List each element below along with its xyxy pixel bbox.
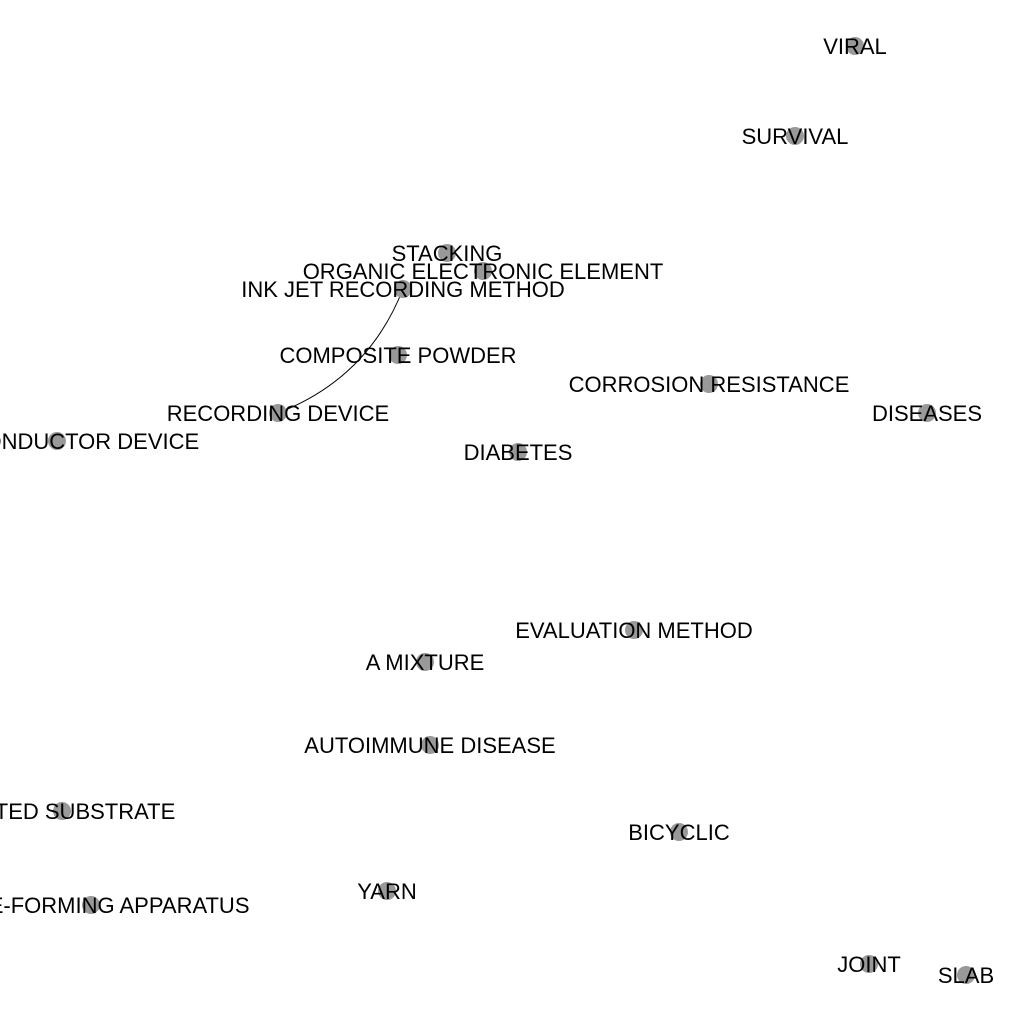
node-label-image-forming-apparatus: IMAGE-FORMING APPARATUS — [0, 893, 250, 918]
node-label-joint: JOINT — [837, 952, 901, 977]
node-label-viral: VIRAL — [823, 34, 887, 59]
node-label-ink-jet-recording-method: INK JET RECORDING METHOD — [241, 277, 565, 302]
labels-layer: VIRALSURVIVALSTACKINGORGANIC ELECTRONIC … — [0, 34, 994, 988]
nodes-layer — [48, 37, 975, 984]
node-label-autoimmune-disease: AUTOIMMUNE DISEASE — [304, 733, 555, 758]
node-label-corrosion-resistance: CORROSION RESISTANCE — [569, 372, 850, 397]
node-label-diseases: DISEASES — [872, 401, 982, 426]
node-label-composite-powder: COMPOSITE POWDER — [279, 343, 516, 368]
node-label-evaluation-method: EVALUATION METHOD — [515, 618, 753, 643]
node-label-slab: SLAB — [938, 963, 994, 988]
node-label-diabetes: DIABETES — [464, 440, 573, 465]
node-label-semiconductor-device: SEMICONDUCTOR DEVICE — [0, 429, 199, 454]
node-label-coated-substrate: COATED SUBSTRATE — [0, 799, 175, 824]
node-label-recording-device: RECORDING DEVICE — [167, 401, 389, 426]
node-label-survival: SURVIVAL — [742, 124, 849, 149]
node-label-bicyclic: BICYCLIC — [628, 820, 730, 845]
node-label-a-mixture: A MIXTURE — [366, 650, 485, 675]
node-label-yarn: YARN — [357, 879, 417, 904]
